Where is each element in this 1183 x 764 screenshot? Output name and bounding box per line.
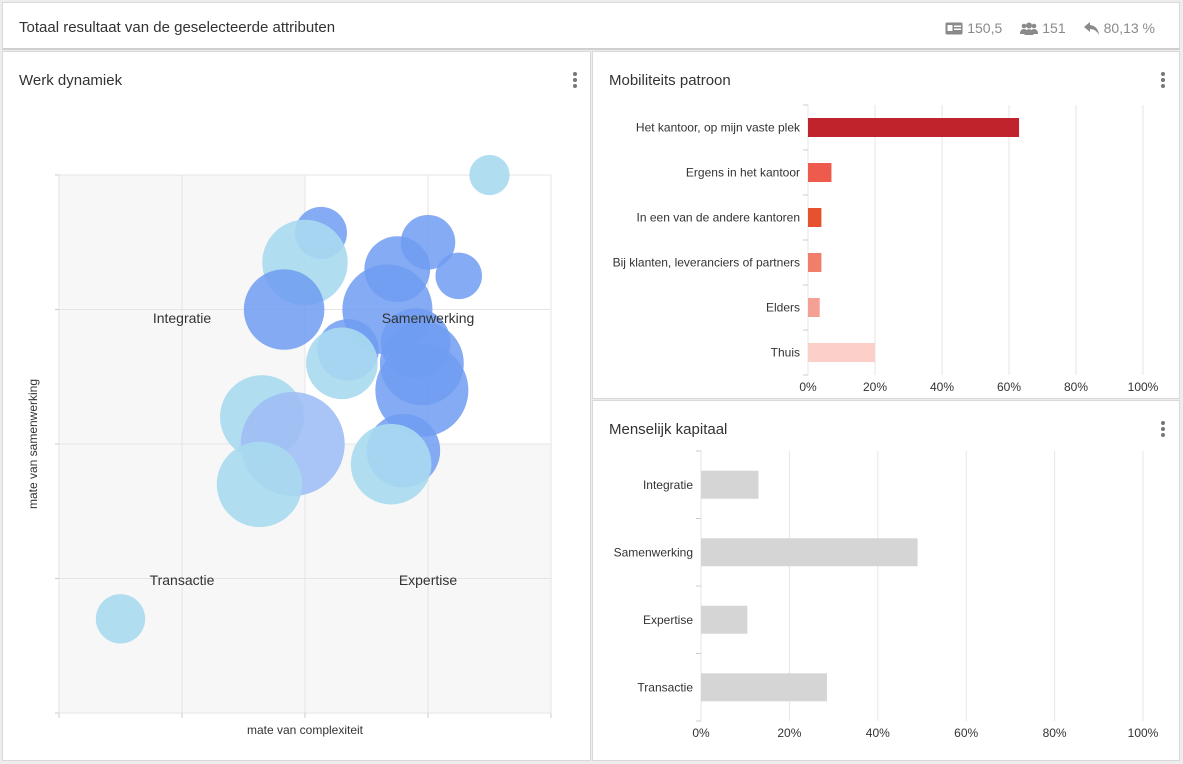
- category-label: Thuis: [771, 346, 800, 360]
- x-axis-label: mate van complexiteit: [247, 723, 364, 737]
- x-tick-label: 60%: [997, 380, 1021, 394]
- category-label: Elders: [766, 301, 800, 315]
- bubble-1: [469, 154, 510, 196]
- panel-title: Werk dynamiek: [19, 72, 123, 89]
- x-tick-label: 40%: [866, 726, 890, 740]
- quadrant-label-samenwerking: Samenwerking: [382, 310, 475, 326]
- x-tick-label: 40%: [930, 380, 954, 394]
- stat-respondents: 151: [1020, 20, 1066, 36]
- category-label: Bij klanten, leveranciers of partners: [613, 256, 800, 270]
- panel-menselijk-kapitaal: Menselijk kapitaal 0% 20% 40% 60% 80% 100% Int…: [592, 400, 1180, 761]
- summary-stats: 150,5 151 80,13 %: [945, 20, 1155, 36]
- x-tick-label: 100%: [1128, 380, 1159, 394]
- quadrant-label-transactie: Transactie: [150, 572, 215, 588]
- category-label: Expertise: [643, 613, 693, 627]
- users-icon: [1020, 22, 1039, 35]
- human-capital-bar-chart: 0% 20% 40% 60% 80% 100% Integratie Samenwerking…: [614, 450, 1159, 740]
- bar-1: [701, 470, 759, 499]
- bubble-7: [243, 269, 325, 350]
- x-tick-label: 20%: [777, 726, 801, 740]
- category-label: Transactie: [637, 680, 693, 694]
- x-tick-label: 80%: [1043, 726, 1067, 740]
- bubble-19: [95, 594, 146, 644]
- stat-score-value: 150,5: [967, 20, 1003, 36]
- mobility-bar-chart: 0% 20% 40% 60% 80% 100% Het kantoor, op mijn v…: [613, 104, 1159, 394]
- x-tick-label: 0%: [692, 726, 710, 740]
- stat-response-rate-value: 80,13 %: [1103, 20, 1155, 36]
- bar-3: [808, 208, 822, 227]
- bar-5: [808, 298, 820, 317]
- x-tick-label: 80%: [1064, 380, 1088, 394]
- bubble-18: [216, 441, 303, 528]
- panel-mobiliteits-patroon: Mobiliteits patroon 0% 20% 40% 60% 80% 100% He…: [592, 51, 1180, 399]
- stat-respondents-value: 151: [1042, 20, 1066, 36]
- summary-header: Totaal resultaat van de geselecteerde at…: [2, 2, 1180, 50]
- panel-werk-dynamiek: Werk dynamiek Integratie Samenwerking Tran…: [2, 51, 591, 761]
- y-axis-label: mate van samenwerking: [26, 379, 40, 509]
- category-label: Integratie: [643, 478, 693, 492]
- panel-title: Menselijk kapitaal: [609, 421, 728, 438]
- bar-4: [808, 253, 822, 272]
- kebab-menu-icon[interactable]: [571, 72, 579, 90]
- x-tick-label: 0%: [799, 380, 817, 394]
- bar-3: [701, 605, 748, 634]
- category-label: In een van de andere kantoren: [637, 211, 800, 225]
- quadrant-label-expertise: Expertise: [399, 572, 458, 588]
- panel-title: Mobiliteits patroon: [609, 72, 731, 89]
- bubble-13: [375, 343, 469, 437]
- bar-6: [808, 343, 875, 362]
- stat-score: 150,5: [945, 20, 1002, 36]
- x-tick-label: 60%: [954, 726, 978, 740]
- bar-4: [701, 673, 827, 702]
- bubble-6: [435, 252, 483, 300]
- category-label: Samenwerking: [614, 545, 693, 559]
- id-card-icon: [945, 22, 963, 35]
- bar-2: [808, 163, 832, 182]
- stat-response-rate: 80,13 %: [1083, 20, 1155, 36]
- kebab-menu-icon[interactable]: [1159, 72, 1167, 90]
- page-title: Totaal resultaat van de geselecteerde at…: [19, 19, 336, 36]
- bubble-17: [350, 423, 432, 505]
- x-tick-label: 20%: [863, 380, 887, 394]
- x-tick-label: 100%: [1128, 726, 1159, 740]
- reply-icon: [1083, 21, 1100, 35]
- bar-1: [808, 118, 1020, 137]
- kebab-menu-icon[interactable]: [1159, 421, 1167, 439]
- category-label: Het kantoor, op mijn vaste plek: [636, 121, 801, 135]
- quadrant-label-integratie: Integratie: [153, 310, 212, 326]
- bubble-11: [306, 327, 378, 400]
- bubble-chart: Integratie Samenwerking Transactie Expertis…: [26, 154, 552, 737]
- bar-2: [701, 538, 918, 567]
- category-label: Ergens in het kantoor: [686, 166, 800, 180]
